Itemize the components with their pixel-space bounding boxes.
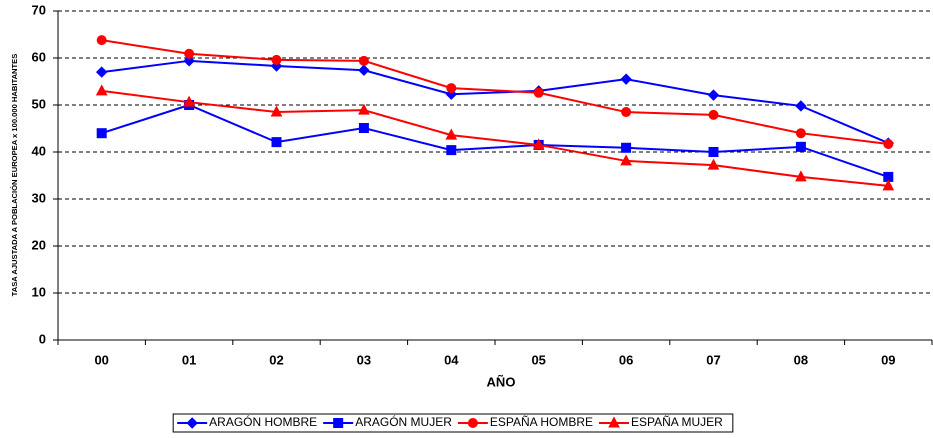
y-tick-label: 60: [32, 49, 46, 64]
series-line: [101, 39, 889, 146]
x-tick-label: 09: [881, 352, 895, 367]
x-tick-label: 07: [706, 352, 720, 367]
legend: ARAGÓN HOMBRE ARAGÓN MUJER ESPAÑA HOMBRE ES…: [172, 413, 734, 433]
marker: [445, 128, 458, 140]
marker: [96, 128, 107, 139]
y-tick-label: 50: [32, 96, 46, 111]
marker: [95, 84, 108, 96]
x-tick-label: 08: [794, 352, 808, 367]
marker: [183, 95, 195, 107]
marker: [882, 179, 895, 191]
legend-entry: ARAGÓN HOMBRE: [209, 414, 317, 429]
x-axis-title: AÑO: [487, 374, 516, 389]
marker: [533, 87, 544, 98]
legend-item: ESPAÑA MUJER: [599, 415, 723, 429]
marker: [795, 100, 807, 112]
marker: [620, 73, 632, 85]
marker: [446, 145, 457, 156]
series-line: [101, 103, 889, 178]
legend-item: ARAGÓN MUJER: [323, 414, 452, 429]
marker: [467, 418, 478, 428]
marker: [707, 89, 720, 101]
marker: [608, 416, 620, 428]
y-tick-label: 30: [32, 190, 46, 205]
y-tick-label: 20: [32, 237, 46, 252]
legend-item: ARAGÓN HOMBRE: [177, 414, 317, 429]
marker: [707, 158, 720, 170]
marker: [184, 48, 195, 59]
legend-box: [172, 413, 734, 433]
marker: [883, 139, 894, 150]
marker: [621, 107, 632, 118]
marker: [96, 35, 107, 46]
y-tick-label: 70: [32, 2, 46, 17]
marker: [620, 154, 632, 166]
marker: [795, 170, 807, 182]
x-tick-label: 00: [94, 352, 108, 367]
marker: [271, 54, 282, 65]
marker: [795, 141, 806, 152]
legend-entry: ARAGÓN MUJER: [355, 414, 452, 429]
marker: [708, 147, 719, 157]
series-line: [101, 89, 889, 187]
legend-entry: ESPAÑA HOMBRE: [490, 415, 593, 429]
marker: [795, 128, 806, 139]
marker: [358, 55, 369, 66]
marker: [271, 137, 282, 148]
x-tick-label: 03: [357, 352, 371, 367]
marker: [186, 417, 198, 429]
marker: [358, 123, 369, 134]
marker: [95, 66, 108, 78]
series-line: [101, 59, 889, 144]
legend-entry: ESPAÑA MUJER: [631, 415, 723, 429]
marker: [333, 418, 344, 428]
x-tick-label: 01: [182, 352, 196, 367]
x-tick-label: 04: [444, 352, 459, 367]
y-tick-label: 40: [32, 143, 46, 158]
marker: [446, 83, 457, 94]
x-tick-label: 02: [269, 352, 283, 367]
y-axis-title: TASA AJUSTADA A POBLACIÓN EUROPEA x 100.…: [10, 54, 19, 297]
marker: [621, 142, 632, 153]
x-tick-label: 05: [531, 352, 545, 367]
marker: [358, 103, 370, 115]
y-tick-label: 0: [39, 331, 46, 346]
x-tick-label: 06: [619, 352, 633, 367]
legend-item: ESPAÑA HOMBRE: [457, 415, 593, 429]
marker: [358, 64, 370, 76]
marker: [532, 138, 545, 150]
marker: [708, 109, 719, 120]
marker: [270, 105, 283, 117]
marker: [183, 55, 195, 67]
y-tick-label: 10: [32, 284, 46, 299]
